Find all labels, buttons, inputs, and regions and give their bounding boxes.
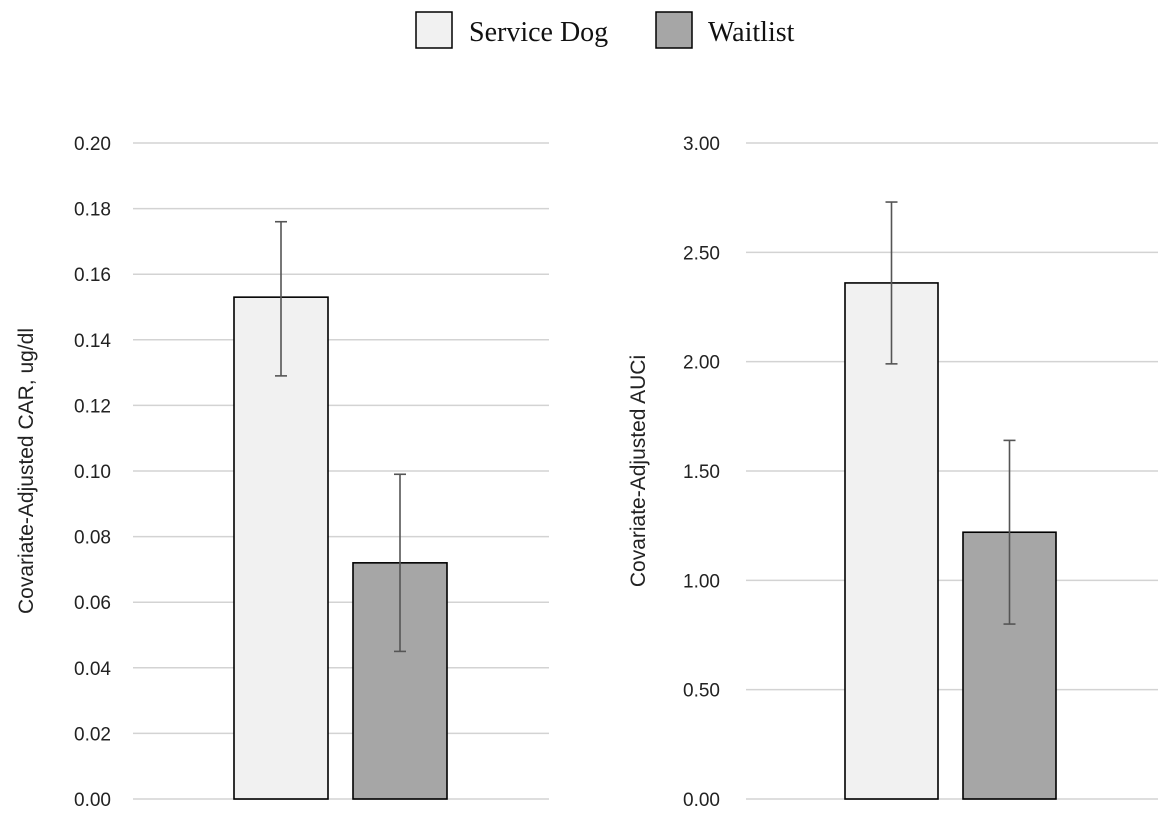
y-tick-label: 0.12 <box>74 396 111 417</box>
left-panel-car: 0.00 0.02 0.04 0.06 0.08 0.10 0.12 0.14 0.16 0.18… <box>15 134 549 811</box>
y-tick-label: 0.06 <box>74 593 111 614</box>
right-panel-auci: 0.00 0.50 1.00 1.50 2.00 2.50 3.00 Covariate-Ad… <box>627 134 1158 811</box>
y-tick-label: 3.00 <box>683 134 720 155</box>
error-bar-service-dog <box>885 201 898 365</box>
y-axis-title: Covariate-Adjusted AUCi <box>627 355 650 587</box>
y-axis-title: Covariate-Adjusted CAR, ug/dl <box>15 328 38 614</box>
y-tick-label: 0.08 <box>74 528 111 549</box>
y-tick-label: 0.04 <box>74 659 111 680</box>
y-tick-label: 0.20 <box>74 134 111 155</box>
y-tick-label: 2.50 <box>683 243 720 264</box>
legend-label-waitlist: Waitlist <box>708 17 795 48</box>
bar-service-dog <box>233 296 329 800</box>
y-tick-label: 0.14 <box>74 331 111 352</box>
legend: Service Dog Waitlist <box>415 11 795 49</box>
error-bar-service-dog <box>275 220 287 377</box>
error-bar-waitlist <box>1003 439 1016 625</box>
y-tick-label: 0.18 <box>74 200 111 221</box>
y-tick-label: 0.10 <box>74 462 111 483</box>
legend-swatch-waitlist <box>655 11 693 49</box>
y-tick-label: 1.50 <box>683 462 720 483</box>
y-tick-label: 0.00 <box>683 790 720 811</box>
y-tick-label: 2.00 <box>683 353 720 374</box>
legend-label-service-dog: Service Dog <box>469 17 608 48</box>
legend-swatch-service-dog <box>415 11 453 49</box>
y-tick-label: 1.00 <box>683 571 720 592</box>
y-tick-label: 0.00 <box>74 790 111 811</box>
y-tick-label: 0.02 <box>74 724 111 745</box>
error-bar-waitlist <box>394 473 406 653</box>
y-tick-label: 0.50 <box>683 681 720 702</box>
y-tick-label: 0.16 <box>74 265 111 286</box>
